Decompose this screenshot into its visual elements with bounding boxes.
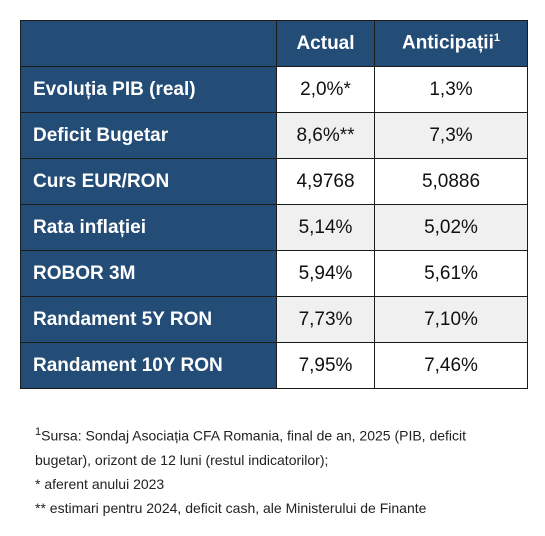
value-cell: 5,14% (276, 204, 375, 251)
table-row: Randament 5Y RON 7,73% 7,10% (20, 296, 528, 343)
table-row: ROBOR 3M 5,94% 5,61% (20, 250, 528, 297)
note: ** estimari pentru 2024, deficit cash, a… (35, 499, 427, 516)
value-cell: 4,9768 (276, 158, 375, 205)
value-cell: 7,46% (374, 342, 528, 389)
footnote-mark: 1 (35, 426, 42, 438)
table-row: Randament 10Y RON 7,95% 7,46% (20, 342, 528, 389)
row-label: Deficit Bugetar (20, 112, 277, 159)
value-cell: 7,73% (276, 296, 375, 343)
row-label: Curs EUR/RON (20, 158, 277, 205)
header-cell: Anticipații1 (374, 20, 528, 67)
table-row: Rata inflației 5,14% 5,02% (20, 204, 528, 251)
header-text: Anticipații (402, 32, 494, 54)
table-row: Evoluția PIB (real) 2,0%* 1,3% (20, 66, 528, 113)
note: * aferent anului 2023 (35, 475, 165, 492)
row-label: ROBOR 3M (20, 250, 277, 297)
value-cell: 7,10% (374, 296, 528, 343)
value-cell: 7,3% (374, 112, 528, 159)
table-row: Curs EUR/RON 4,9768 5,0886 (20, 158, 528, 205)
header-cell: Actual (276, 20, 375, 67)
table-row: Deficit Bugetar 8,6%** 7,3% (20, 112, 528, 159)
row-label: Randament 10Y RON (20, 342, 277, 389)
footnote-mark: 1 (493, 32, 500, 45)
row-label: Evoluția PIB (real) (20, 66, 277, 113)
source-note: 1Sursa: Sondaj Asociația CFA Romania, fi… (35, 420, 525, 472)
value-cell: 2,0%* (276, 66, 375, 113)
corner-cell (20, 20, 277, 67)
value-cell: 5,0886 (374, 158, 528, 205)
row-label: Randament 5Y RON (20, 296, 277, 343)
value-cell: 5,02% (374, 204, 528, 251)
table-body: Evoluția PIB (real) 2,0%* 1,3% Deficit Buge… (20, 66, 528, 389)
row-label: Rata inflației (20, 204, 277, 251)
footnotes: 1Sursa: Sondaj Asociația CFA Romania, fi… (35, 420, 525, 520)
value-cell: 8,6%** (276, 112, 375, 159)
data-table: Actual Anticipații1 Evoluția PIB (real) 2… (20, 20, 528, 389)
value-cell: 7,95% (276, 342, 375, 389)
header-row: Actual Anticipații1 (20, 20, 528, 67)
value-cell: 5,94% (276, 250, 375, 297)
value-cell: 1,3% (374, 66, 528, 113)
header-text: Actual (296, 32, 355, 54)
value-cell: 5,61% (374, 250, 528, 297)
source-text: Sursa: Sondaj Asociația CFA Romania, fin… (35, 427, 467, 468)
